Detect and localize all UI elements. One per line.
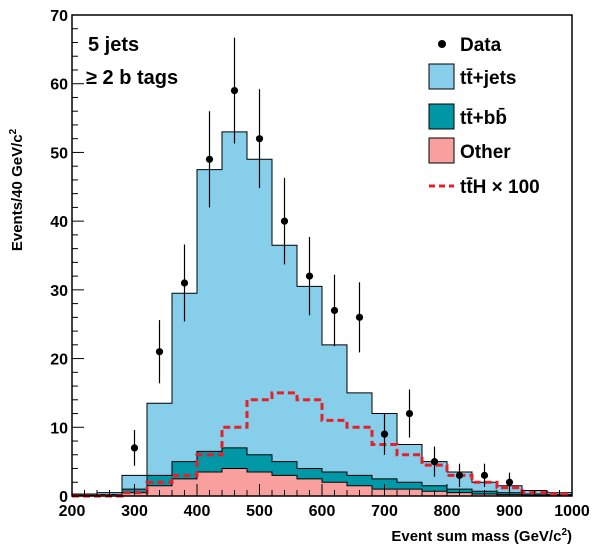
x-tick-label: 300 [121, 503, 148, 520]
ttjets-bin [247, 159, 272, 497]
x-tick-label: 500 [246, 503, 273, 520]
data-marker [330, 306, 339, 315]
data-point [130, 430, 139, 466]
y-tick-label: 50 [50, 145, 68, 162]
data-point [355, 282, 364, 353]
x-tick-label: 900 [496, 503, 523, 520]
ttjets-bin [297, 286, 322, 496]
data-marker [355, 313, 364, 321]
y-tick-label: 30 [50, 283, 68, 300]
y-tick-label: 0 [59, 489, 68, 506]
data-marker [380, 430, 389, 438]
data-point [180, 244, 189, 322]
y-tick-label: 60 [50, 77, 68, 94]
data-marker [405, 409, 414, 418]
other-bin [297, 478, 322, 496]
data-point [230, 37, 239, 144]
legend-other-label: Other [460, 142, 511, 163]
other-bin [272, 475, 297, 496]
y-tick-label: 10 [50, 420, 68, 437]
data-points [130, 37, 514, 492]
data-point [305, 236, 314, 316]
x-tick-label: 800 [434, 503, 461, 520]
legend-data-marker [438, 40, 446, 48]
annotation-jets: 5 jets [88, 34, 139, 56]
data-marker [430, 458, 439, 466]
data-point [155, 320, 164, 384]
data-point [405, 389, 414, 438]
legend-tth-label: tt̄H × 100 [460, 177, 540, 198]
data-point [480, 463, 489, 488]
x-tick-label: 200 [59, 503, 86, 520]
data-point [330, 274, 339, 347]
legend: Data tt̄+jets tt̄+bb̄ Other tt̄H × 100 [428, 35, 540, 198]
y-tick-label: 20 [50, 352, 68, 369]
x-axis-title: Event sum mass (GeV/c2) [391, 527, 572, 545]
ttjets-bin [272, 245, 297, 496]
ttjets-bin [197, 169, 222, 496]
y-tick-label: 40 [50, 214, 68, 231]
data-point [430, 446, 439, 477]
y-tick-label: 70 [50, 8, 68, 25]
other-bin [322, 482, 347, 496]
data-marker [230, 86, 239, 95]
ttjets-bin [222, 131, 247, 497]
annotation-btags: ≥ 2 b tags [86, 67, 178, 89]
data-marker [155, 348, 164, 356]
data-marker [455, 471, 464, 479]
data-point [380, 413, 389, 455]
x-tick-label: 700 [371, 503, 398, 520]
stacked-histograms [71, 131, 573, 497]
data-marker [180, 279, 189, 287]
data-point [255, 89, 264, 189]
legend-ttjets-label: tt̄+jets [460, 68, 517, 89]
data-point [455, 463, 464, 488]
data-marker [205, 155, 214, 163]
legend-ttbb-label: tt̄+bb̄ [460, 108, 507, 129]
x-tick-label: 1000 [554, 503, 590, 520]
legend-data-label: Data [460, 35, 502, 56]
data-point [280, 177, 289, 265]
legend-ttbb-swatch [428, 103, 455, 130]
data-marker [255, 135, 264, 143]
axes: 200 300 400 500 600 700 800 900 1000 0 10 20 30 40 50 6… [50, 8, 590, 520]
data-marker [280, 217, 289, 225]
data-marker [480, 471, 489, 479]
y-axis-title: Events/40 GeV/c2 [8, 128, 26, 251]
tth-line [72, 391, 572, 498]
data-marker [505, 478, 514, 486]
legend-other-swatch [428, 137, 455, 164]
data-point [205, 111, 214, 208]
x-tick-label: 400 [184, 503, 211, 520]
data-marker [130, 444, 139, 452]
other-bin [172, 478, 197, 496]
legend-ttjets-swatch [428, 63, 455, 90]
data-marker [305, 272, 314, 280]
tth-histogram [72, 391, 572, 498]
x-tick-label: 600 [309, 503, 336, 520]
